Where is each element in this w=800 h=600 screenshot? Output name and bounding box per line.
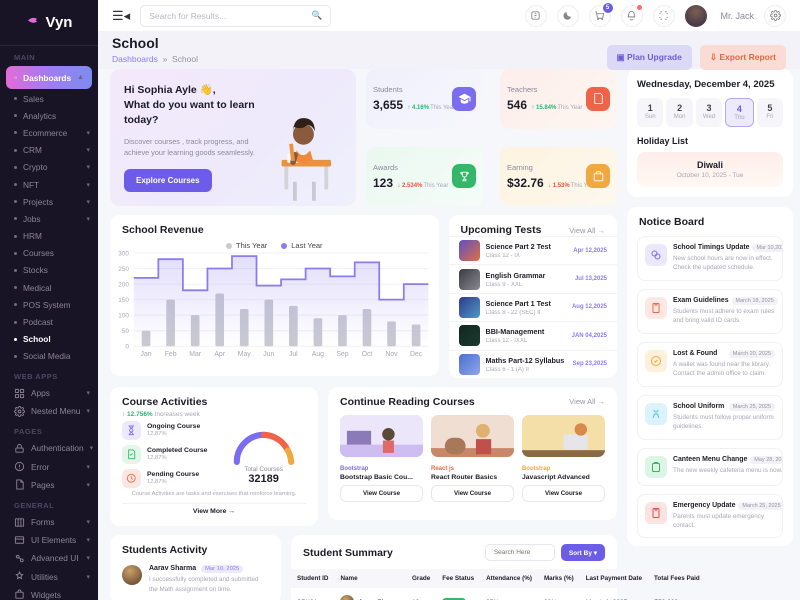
svg-text:200: 200 [118, 282, 129, 289]
svg-text:Nov: Nov [385, 351, 398, 358]
svg-text:Mar: Mar [189, 351, 202, 358]
svg-text:100: 100 [118, 313, 129, 320]
svg-text:150: 150 [118, 297, 129, 304]
svg-text:300: 300 [118, 250, 129, 257]
svg-text:50: 50 [122, 328, 130, 335]
svg-text:May: May [238, 351, 252, 358]
svg-text:Dec: Dec [410, 351, 423, 358]
svg-text:Feb: Feb [165, 351, 177, 358]
svg-text:250: 250 [118, 266, 129, 273]
svg-text:Oct: Oct [362, 351, 373, 358]
svg-text:Apr: Apr [214, 351, 225, 358]
svg-text:Jul: Jul [289, 351, 298, 358]
svg-text:Jan: Jan [141, 351, 152, 358]
svg-text:Jun: Jun [263, 351, 274, 358]
svg-text:Aug: Aug [312, 351, 324, 358]
svg-text:Sep: Sep [336, 351, 348, 358]
svg-text:0: 0 [125, 344, 129, 351]
